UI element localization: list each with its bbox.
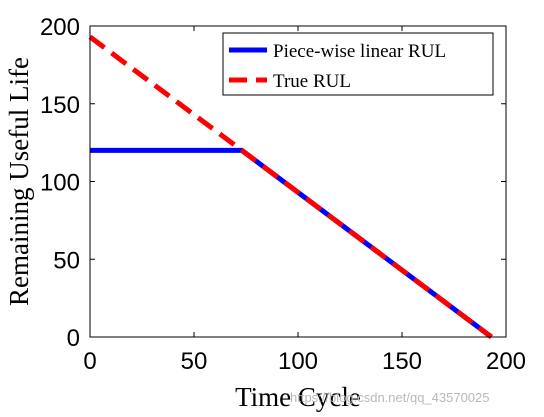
y-tick-label: 150 <box>40 92 80 119</box>
x-tick-label: 150 <box>382 348 422 375</box>
x-axis-ticks: 0 50 100 150 200 <box>83 26 526 375</box>
x-tick-label: 50 <box>181 348 208 375</box>
legend-label-2: True RUL <box>273 71 351 92</box>
series-line-2 <box>88 34 493 340</box>
watermark: https://blog.csdn.net/qq_43570025 <box>290 390 490 405</box>
x-tick-label: 200 <box>486 348 526 375</box>
y-tick-label: 50 <box>53 247 80 274</box>
y-axis-ticks: 0 50 100 150 200 <box>40 14 506 352</box>
y-axis-title: Remaining Useful Life <box>4 57 34 306</box>
y-tick-label: 100 <box>40 170 80 197</box>
legend-box <box>222 32 494 96</box>
plot-lines <box>88 34 493 340</box>
x-axis-title: Time Cycle <box>235 382 361 412</box>
legend-label-1: Piece-wise linear RUL <box>273 41 446 62</box>
y-tick-label: 0 <box>67 325 80 352</box>
legend: Piece-wise linear RUL True RUL <box>222 32 494 96</box>
x-tick-label: 100 <box>278 348 318 375</box>
y-tick-label: 200 <box>40 14 80 41</box>
x-tick-label: 0 <box>83 348 96 375</box>
series-line-1 <box>90 147 493 340</box>
